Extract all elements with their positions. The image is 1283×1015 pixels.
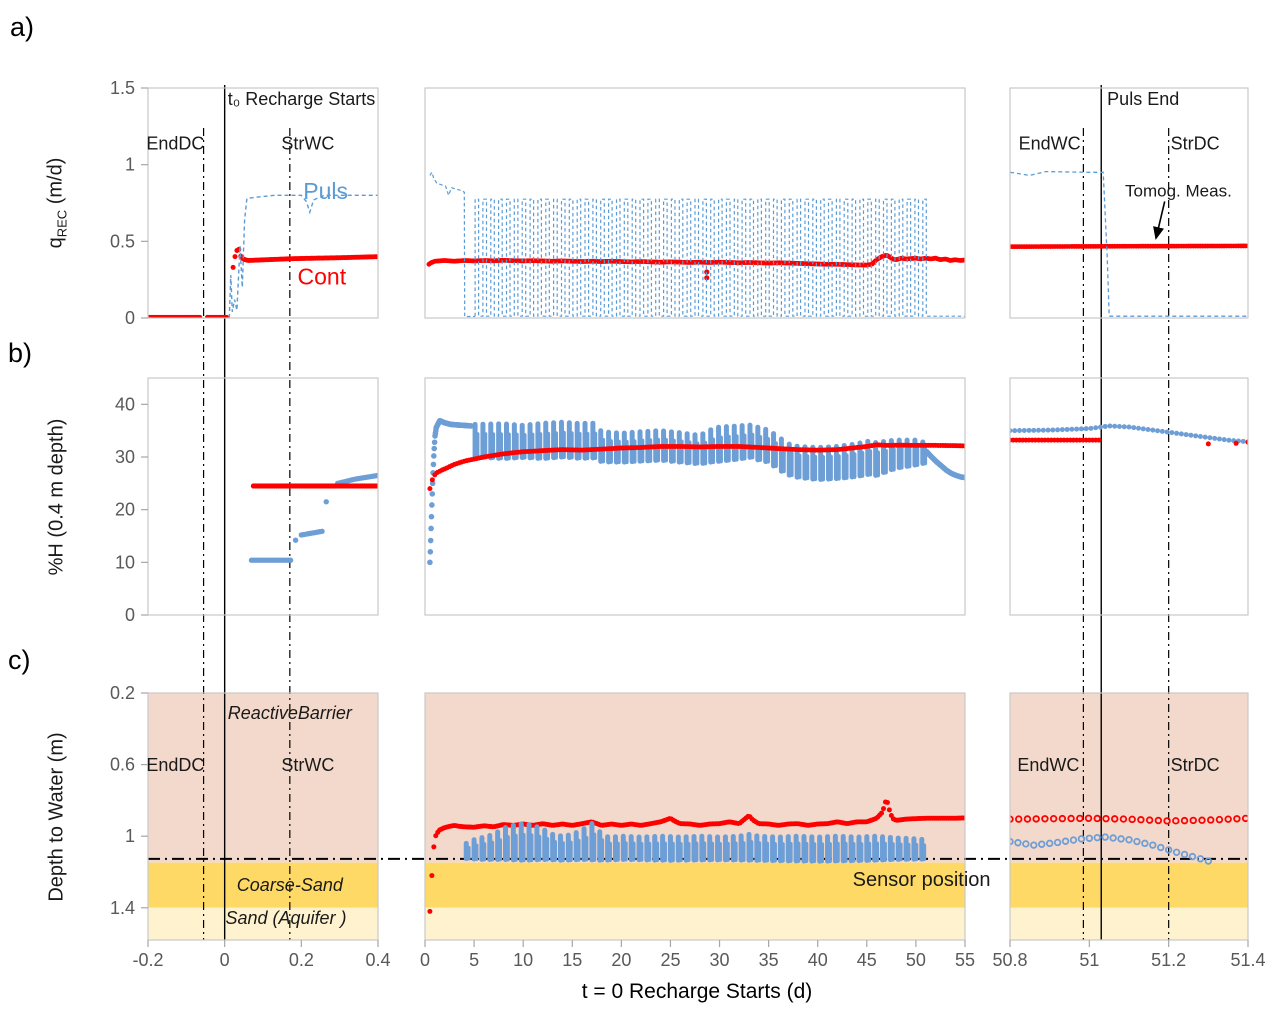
x-tick-label: 45: [857, 950, 877, 970]
lithology-band: [1010, 862, 1248, 908]
x-axis-title: t = 0 Recharge Starts (d): [581, 980, 813, 1003]
annotation-text: Coarse-Sand: [237, 875, 344, 895]
x-tick-label: 0: [220, 950, 230, 970]
series-cont-b1: [427, 442, 965, 492]
lithology-band: [148, 862, 378, 908]
annotation-text: EndWC: [1019, 134, 1081, 154]
y-axis-title-b: %H (0.4 m depth): [45, 418, 68, 576]
lithology-band: [425, 907, 965, 940]
series-cont-outliers-a1: [704, 269, 710, 281]
series-puls-pulses-a1: [474, 198, 928, 317]
x-tick-label: 30: [710, 950, 730, 970]
annotations: t₀ Recharge Starts EndDC StrWC Puls Cont EndW…: [146, 89, 1231, 928]
y-tick-label: 0.2: [110, 683, 135, 703]
series-cont-c1: [427, 799, 965, 914]
annotation-text: StrDC: [1171, 134, 1220, 154]
y-tick-label: 20: [115, 500, 135, 520]
x-tick-label: 5: [469, 950, 479, 970]
x-tick-label: 35: [759, 950, 779, 970]
series-cont-a0: [148, 246, 378, 318]
y-tick-label: 10: [115, 552, 135, 572]
y-tick-label: 0: [125, 308, 135, 328]
annotation-text: StrWC: [281, 134, 334, 154]
series-puls-a0: [228, 194, 378, 318]
annotation-text: Puls: [303, 178, 348, 204]
axis-ticks: 0 0.5 1 1.5 0 10 20 30 40 0.2 0.6 1 1.4 -0.2 0 0.2 0.4 0 5…: [110, 78, 1266, 970]
panel-label-c: c): [8, 645, 31, 675]
annotation-text: ReactiveBarrier: [228, 703, 353, 723]
x-tick-label: 51.4: [1230, 950, 1265, 970]
lithology-band: [1010, 693, 1248, 863]
x-tick-label: 50.8: [992, 950, 1027, 970]
series-puls-singles-b0: [292, 499, 329, 543]
lithology-band: [148, 693, 378, 863]
x-tick-label: -0.2: [132, 950, 163, 970]
x-tick-label: 25: [660, 950, 680, 970]
y-tick-label: 0.6: [110, 755, 135, 775]
panel-label-a: a): [10, 12, 35, 42]
series-puls-b0: [248, 472, 378, 563]
x-tick-label: 15: [562, 950, 582, 970]
x-tick-label: 51: [1079, 950, 1099, 970]
x-tick-label: 55: [955, 950, 975, 970]
annotation-text: Puls End: [1107, 89, 1179, 109]
annotation-text: t₀ Recharge Starts: [228, 89, 376, 109]
series-cont-a2: [1010, 243, 1248, 250]
x-tick-label: 0: [420, 950, 430, 970]
series-puls-b2: [1010, 423, 1248, 445]
lithology-band: [148, 907, 378, 940]
annotation-text: Cont: [298, 264, 347, 290]
panel-label-b: b): [8, 338, 33, 368]
x-tick-label: 40: [808, 950, 828, 970]
series-cont-b2: [1010, 437, 1102, 443]
annotation-text: EndWC: [1017, 755, 1079, 775]
annotation-text: Tomog. Meas.: [1125, 182, 1232, 201]
series-cont-singles-b2: [1205, 439, 1248, 447]
y-tick-label: 1.4: [110, 898, 135, 918]
y-tick-label: 1: [125, 826, 135, 846]
x-tick-label: 0.4: [365, 950, 390, 970]
lithology-band: [1010, 907, 1248, 940]
series-puls-a2: [1010, 170, 1248, 317]
annotation-text: StrWC: [281, 755, 334, 775]
series-cont-a1: [426, 252, 965, 268]
panel-borders: [147, 87, 1249, 941]
annotation-text: EndDC: [146, 755, 204, 775]
lithology-band: [425, 862, 965, 908]
annotation-text: Sensor position: [853, 869, 991, 891]
series-puls-tail-b1: [923, 448, 965, 481]
x-tick-label: 50: [906, 950, 926, 970]
series-puls-start-a1: [429, 170, 476, 318]
annotation-text: EndDC: [146, 134, 204, 154]
y-tick-label: 1: [125, 155, 135, 175]
y-tick-label: 30: [115, 447, 135, 467]
annotation-text: StrDC: [1171, 755, 1220, 775]
x-tick-label: 20: [611, 950, 631, 970]
series-puls-osc-c1: [463, 821, 927, 864]
series-cont-b0: [250, 483, 378, 489]
series-puls-plateau-b1: [433, 417, 474, 431]
y-tick-label: 40: [115, 394, 135, 414]
y-axis-title-c: Depth to Water (m): [45, 732, 68, 902]
y-tick-label: 0: [125, 605, 135, 625]
panel-backgrounds: [148, 88, 1248, 940]
y-tick-label: 1.5: [110, 78, 135, 98]
series-puls-c2: [1010, 833, 1213, 865]
annotation-text: Sand (Aquifer ): [225, 908, 346, 928]
x-tick-label: 51.2: [1151, 950, 1186, 970]
y-axis-title-a: qREC (m/d): [44, 157, 70, 249]
x-tick-label: 0.2: [289, 950, 314, 970]
annotation-arrow: [1153, 201, 1166, 240]
data-series: [148, 170, 1248, 914]
x-tick-label: 10: [513, 950, 533, 970]
y-tick-label: 0.5: [110, 231, 135, 251]
event-lines: [202, 85, 1170, 940]
